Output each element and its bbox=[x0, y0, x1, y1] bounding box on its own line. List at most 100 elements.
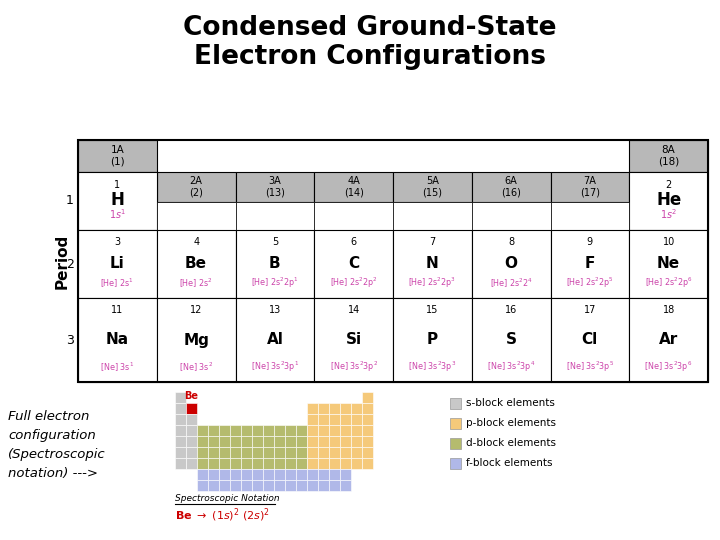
Text: 1: 1 bbox=[66, 194, 74, 207]
Text: 3: 3 bbox=[66, 334, 74, 347]
Text: Si: Si bbox=[346, 333, 361, 348]
Bar bbox=[175, 436, 186, 447]
Bar bbox=[186, 403, 197, 414]
Bar bbox=[329, 469, 340, 480]
Bar bbox=[230, 469, 241, 480]
Bar bbox=[175, 458, 186, 469]
Text: O: O bbox=[505, 256, 518, 272]
Bar bbox=[307, 414, 318, 425]
Text: [He] 2s$^2$2p$^2$: [He] 2s$^2$2p$^2$ bbox=[330, 275, 377, 290]
Text: 8: 8 bbox=[508, 237, 514, 247]
Text: [Ne] 3s$^2$3p$^4$: [Ne] 3s$^2$3p$^4$ bbox=[487, 360, 535, 374]
Text: Full electron
configuration
(Spectroscopic
notation) --->: Full electron configuration (Spectroscop… bbox=[8, 410, 106, 480]
Bar bbox=[296, 480, 307, 491]
Bar bbox=[340, 414, 351, 425]
Bar bbox=[274, 480, 285, 491]
Bar bbox=[274, 447, 285, 458]
Bar bbox=[314, 230, 393, 298]
Text: 6A
(16): 6A (16) bbox=[501, 176, 521, 198]
Bar bbox=[551, 298, 629, 382]
Bar bbox=[157, 298, 235, 382]
Bar bbox=[186, 458, 197, 469]
Bar bbox=[285, 447, 296, 458]
Text: 13: 13 bbox=[269, 305, 281, 315]
Bar bbox=[551, 230, 629, 298]
Text: Ne: Ne bbox=[657, 256, 680, 272]
Bar bbox=[78, 230, 157, 298]
Text: B: B bbox=[269, 256, 281, 272]
Bar bbox=[175, 392, 186, 403]
Text: [He] 2s$^2$2p$^6$: [He] 2s$^2$2p$^6$ bbox=[644, 275, 693, 290]
Text: Na: Na bbox=[106, 333, 129, 348]
Text: Cl: Cl bbox=[582, 333, 598, 348]
Bar bbox=[329, 458, 340, 469]
Bar bbox=[307, 469, 318, 480]
Bar bbox=[340, 480, 351, 491]
Bar bbox=[351, 458, 362, 469]
Text: 16: 16 bbox=[505, 305, 517, 315]
Text: 7: 7 bbox=[429, 237, 436, 247]
Bar bbox=[362, 425, 373, 436]
Text: 2A
(2): 2A (2) bbox=[189, 176, 203, 198]
Bar bbox=[208, 425, 219, 436]
Bar bbox=[296, 447, 307, 458]
Bar bbox=[230, 425, 241, 436]
Bar bbox=[314, 172, 393, 202]
Bar bbox=[175, 425, 186, 436]
Text: Period: Period bbox=[55, 233, 70, 288]
Bar bbox=[219, 436, 230, 447]
Bar bbox=[450, 438, 461, 449]
Bar bbox=[340, 436, 351, 447]
Bar bbox=[274, 436, 285, 447]
Bar bbox=[318, 414, 329, 425]
Bar bbox=[157, 172, 235, 202]
Bar bbox=[318, 447, 329, 458]
Bar bbox=[362, 458, 373, 469]
Bar bbox=[285, 469, 296, 480]
Bar bbox=[197, 458, 208, 469]
Bar bbox=[629, 140, 708, 172]
Text: 2: 2 bbox=[665, 180, 672, 190]
Bar bbox=[274, 425, 285, 436]
Bar bbox=[197, 469, 208, 480]
Bar bbox=[285, 458, 296, 469]
Bar bbox=[252, 447, 263, 458]
Bar bbox=[186, 436, 197, 447]
Text: H: H bbox=[110, 191, 125, 209]
Bar bbox=[329, 414, 340, 425]
Bar bbox=[186, 425, 197, 436]
Bar bbox=[329, 425, 340, 436]
Bar bbox=[450, 458, 461, 469]
Bar bbox=[393, 298, 472, 382]
Bar bbox=[241, 447, 252, 458]
Bar bbox=[307, 436, 318, 447]
Bar bbox=[318, 480, 329, 491]
Bar bbox=[629, 172, 708, 230]
Text: $\mathbf{Be}$ $\rightarrow$ (1$s$)$^{2}$ (2$s$)$^{2}$: $\mathbf{Be}$ $\rightarrow$ (1$s$)$^{2}$… bbox=[175, 506, 270, 524]
Bar bbox=[230, 447, 241, 458]
Bar bbox=[318, 458, 329, 469]
Bar bbox=[393, 172, 472, 202]
Bar bbox=[450, 418, 461, 429]
Bar bbox=[307, 480, 318, 491]
Bar bbox=[241, 436, 252, 447]
Text: 5: 5 bbox=[271, 237, 278, 247]
Text: [He] 2s$^2$2p$^1$: [He] 2s$^2$2p$^1$ bbox=[251, 275, 299, 290]
Bar bbox=[351, 414, 362, 425]
Bar bbox=[307, 425, 318, 436]
Bar bbox=[393, 202, 472, 230]
Bar bbox=[340, 447, 351, 458]
Text: 3A
(13): 3A (13) bbox=[265, 176, 285, 198]
Bar bbox=[274, 469, 285, 480]
Text: 8A
(18): 8A (18) bbox=[658, 145, 679, 167]
Text: 7A
(17): 7A (17) bbox=[580, 176, 600, 198]
Text: 3: 3 bbox=[114, 237, 120, 247]
Bar bbox=[197, 447, 208, 458]
Bar bbox=[351, 436, 362, 447]
Bar bbox=[551, 172, 629, 202]
Bar bbox=[318, 469, 329, 480]
Bar bbox=[197, 436, 208, 447]
Text: 1: 1 bbox=[114, 180, 120, 190]
Bar bbox=[351, 425, 362, 436]
Bar bbox=[241, 458, 252, 469]
